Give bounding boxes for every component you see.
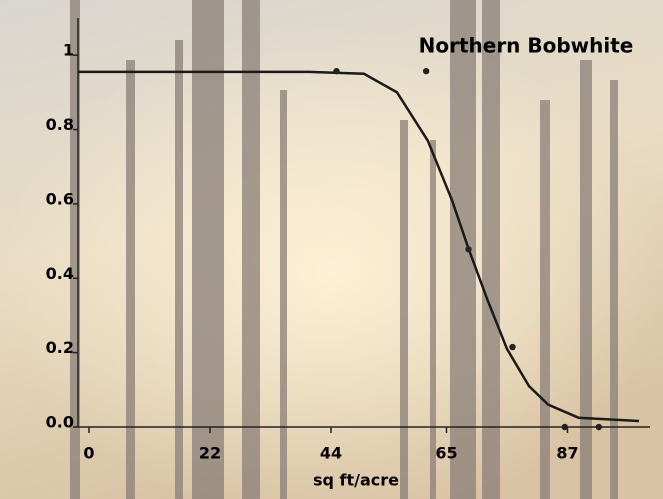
x-tick-label: 44 [320,444,342,463]
x-axis-label: sq ft/acre [313,471,399,490]
x-tick-label: 22 [199,444,221,463]
fit-line [78,70,640,423]
point [509,343,516,351]
y-tick-label: 0.0 [46,413,74,432]
y-tick-label: 0.6 [46,189,74,208]
chart-title: Northern Bobwhite [419,34,634,58]
point [333,67,340,75]
x-tick-label: 65 [435,444,457,463]
point [561,423,568,431]
point [465,246,472,253]
x-tick-label: 87 [556,444,578,463]
point [595,423,603,431]
y-tick-label: 1 [63,41,74,60]
y-tick-label: 0.4 [46,264,74,283]
y-tick-label: 0.2 [46,338,74,357]
point [422,67,430,75]
x-tick-label: 0 [83,444,94,463]
y-tick-label: 0.8 [46,115,74,134]
